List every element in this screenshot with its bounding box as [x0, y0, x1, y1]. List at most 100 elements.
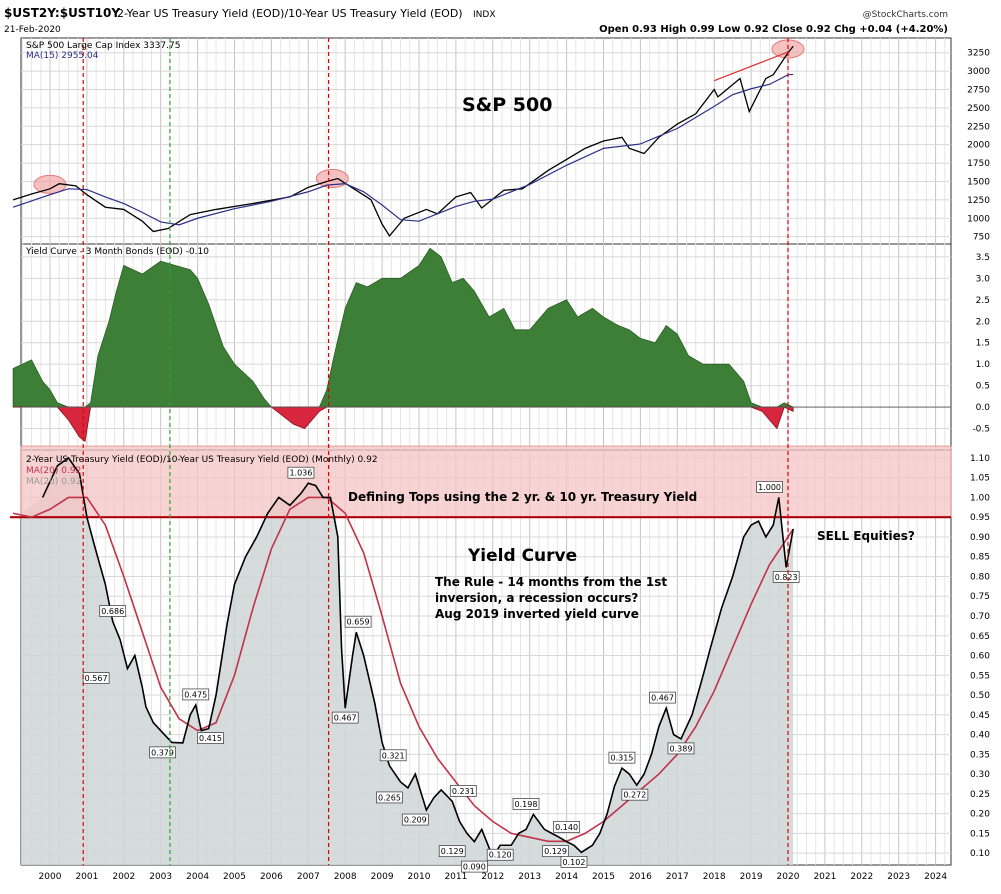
value-label-box — [401, 813, 429, 826]
y-tick-label: 1.5 — [976, 339, 990, 349]
value-label: 0.265 — [378, 793, 401, 802]
y-tick-label: 0.40 — [970, 731, 990, 741]
y-tick-label: -0.5 — [972, 425, 990, 435]
value-label-box — [649, 691, 676, 704]
y-tick-label: 3250 — [967, 49, 990, 59]
value-label: 0.567 — [85, 674, 108, 683]
y-tick-label: 0.50 — [970, 691, 990, 701]
value-label: 0.379 — [151, 748, 174, 757]
yield-curve-positive-area — [12, 247, 794, 408]
x-tick-label: 2019 — [740, 872, 763, 882]
header-date: 21-Feb-2020 — [4, 25, 61, 35]
x-tick-label: 2013 — [518, 872, 541, 882]
y-tick-label: 1500 — [967, 177, 990, 187]
y-tick-label: 0.5 — [976, 382, 990, 392]
value-label: 0.659 — [347, 618, 370, 627]
sell-annotation: SELL Equities? — [817, 529, 915, 543]
value-label: 0.129 — [544, 847, 567, 856]
y-tick-label: 0.90 — [970, 533, 990, 543]
ratio-ma-legend-2: MA(20) 0.92 — [26, 477, 81, 487]
x-tick-label: 2011 — [444, 872, 467, 882]
sp500-panel — [20, 37, 952, 245]
y-tick-label: 0.25 — [970, 790, 990, 800]
y-tick-label: 1750 — [967, 159, 990, 169]
x-tick-label: 2014 — [555, 872, 578, 882]
x-tick-label: 2024 — [924, 872, 947, 882]
ratio-ma-legend: MA(20) 0.92 — [26, 466, 81, 476]
y-tick-label: 2.0 — [976, 317, 991, 327]
value-label: 0.467 — [651, 694, 674, 703]
value-label-box — [560, 856, 588, 868]
value-label-box — [149, 746, 176, 759]
rule-line-3: Aug 2019 inverted yield curve — [435, 607, 639, 621]
value-label-box — [553, 820, 580, 833]
value-label-box — [376, 791, 403, 804]
band-title: Defining Tops using the 2 yr. & 10 yr. T… — [348, 490, 697, 504]
y-tick-label: 3000 — [967, 67, 990, 77]
x-tick-label: 2003 — [149, 872, 172, 882]
y-tick-label: 0.70 — [970, 612, 990, 622]
rule-line-1: The Rule - 14 months from the 1st — [435, 575, 667, 589]
y-tick-label: 0.75 — [970, 592, 990, 602]
y-tick-label: 0.15 — [970, 829, 990, 839]
x-tick-label: 2023 — [887, 872, 910, 882]
y-tick-label: 1000 — [967, 214, 990, 224]
x-tick-label: 2022 — [850, 872, 873, 882]
value-label-box — [331, 711, 359, 724]
value-label-box — [379, 749, 407, 762]
y-tick-label: 1.0 — [976, 360, 991, 370]
header-name: 2-Year US Treasury Yield (EOD)/10-Year U… — [117, 7, 463, 20]
value-label: 0.467 — [334, 714, 357, 723]
value-label: 0.140 — [555, 823, 578, 832]
x-tick-label: 2020 — [777, 872, 800, 882]
top-highlight-ellipse — [315, 169, 349, 189]
header-symbol: $UST2Y:$UST10Y — [4, 6, 120, 20]
y-tick-label: 0.30 — [970, 770, 990, 780]
y-tick-label: 2500 — [967, 104, 990, 114]
value-label: 0.102 — [563, 858, 586, 867]
y-tick-label: 0.65 — [970, 632, 990, 642]
ratio-line — [41, 456, 794, 859]
value-label-box — [621, 788, 649, 801]
tops-band — [20, 445, 952, 518]
value-label-box — [344, 615, 372, 628]
value-label: 0.686 — [101, 607, 124, 616]
sp500-ma-legend: MA(15) 2955.04 — [26, 51, 99, 61]
header-credit: @StockCharts.com — [863, 10, 948, 20]
x-tick-label: 2006 — [260, 872, 283, 882]
value-label-box — [756, 481, 783, 493]
value-label-box — [182, 688, 210, 701]
y-tick-label: 3.5 — [976, 253, 990, 263]
value-label: 0.231 — [452, 787, 475, 796]
x-tick-label: 2002 — [112, 872, 135, 882]
y-tick-label: 0.45 — [970, 711, 990, 721]
y-tick-label: 0.10 — [970, 849, 990, 859]
y-tick-label: 1.05 — [970, 474, 990, 484]
ratio-ma-line — [12, 496, 794, 843]
x-tick-label: 2017 — [666, 872, 689, 882]
value-label-box — [449, 785, 477, 797]
y-tick-label: 3.0 — [976, 274, 991, 284]
yield-curve-annotation: Yield Curve — [467, 546, 577, 566]
y-tick-label: 2.5 — [976, 296, 990, 306]
value-label: 0.090 — [463, 863, 486, 872]
ratio-legend: 2-Year US Treasury Yield (EOD)/10-Year U… — [26, 455, 378, 465]
y-tick-label: 1250 — [967, 196, 990, 206]
value-label-box — [608, 751, 636, 764]
value-label: 0.415 — [199, 734, 222, 743]
y-tick-label: 0.95 — [970, 513, 990, 523]
x-tick-label: 2004 — [186, 872, 209, 882]
trend-line — [713, 51, 789, 82]
value-label: 0.198 — [515, 800, 538, 809]
x-tick-label: 2015 — [592, 872, 615, 882]
value-label-box — [99, 605, 127, 617]
yield-3m-legend: Yield Curve - 3 Month Bonds (EOD) -0.10 — [25, 247, 209, 257]
value-label: 1.000 — [758, 483, 781, 492]
rule-line-2: inversion, a recession occurs? — [435, 591, 638, 605]
x-tick-label: 2010 — [408, 872, 431, 882]
value-label: 0.315 — [610, 754, 633, 763]
ratio-area — [21, 457, 794, 865]
value-label-box — [461, 860, 488, 873]
